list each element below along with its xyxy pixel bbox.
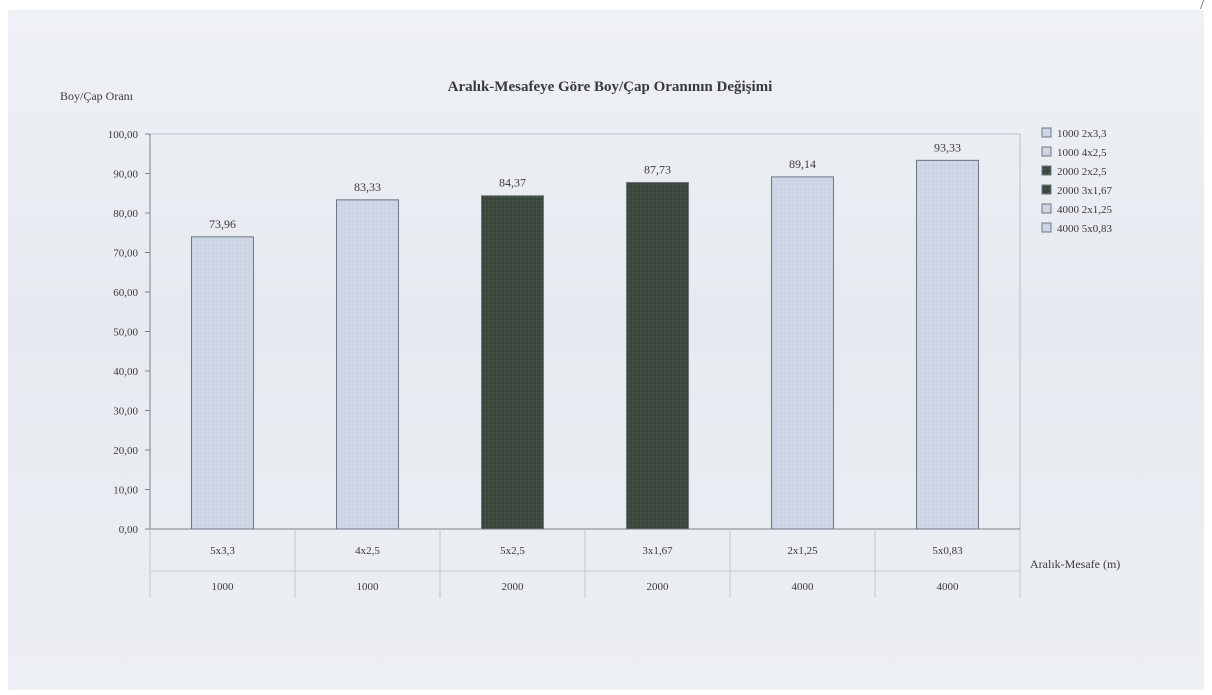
bar-value-label: 87,73 [644, 162, 671, 176]
bar-value-label: 84,37 [499, 176, 526, 190]
bar-value-label: 89,14 [789, 157, 816, 171]
legend-swatch [1041, 222, 1052, 233]
legend-item-label: 4000 2x1,25 [1057, 204, 1113, 216]
y-tick-label: 10,00 [113, 485, 138, 497]
corner-mark: / [1200, 0, 1204, 13]
y-tick-label: 80,00 [113, 208, 138, 220]
x-group-label: 2000 [502, 581, 525, 593]
x-tick-label: 5x3,3 [210, 545, 235, 557]
x-group-label: 4000 [937, 581, 960, 593]
x-group-label: 2000 [647, 581, 670, 593]
chart-title: Aralık-Mesafeye Göre Boy/Çap Oranının De… [448, 79, 773, 95]
bar [481, 195, 544, 530]
y-tick-label: 70,00 [113, 248, 138, 260]
x-group-label: 4000 [792, 581, 815, 593]
y-tick-label: 40,00 [113, 366, 138, 378]
x-tick-label: 5x2,5 [500, 545, 525, 557]
y-tick-label: 20,00 [113, 445, 138, 457]
legend-item-label: 1000 2x3,3 [1057, 128, 1107, 140]
legend-item-label: 1000 4x2,5 [1057, 147, 1107, 159]
x-tick-label: 2x1,25 [787, 545, 818, 557]
y-tick-label: 100,00 [108, 129, 139, 141]
y-tick-label: 90,00 [113, 169, 138, 181]
legend-item-label: 2000 3x1,67 [1057, 185, 1113, 197]
x-tick-label: 3x1,67 [642, 545, 673, 557]
bar [191, 236, 254, 530]
legend-item-label: 2000 2x2,5 [1057, 166, 1107, 178]
x-group-label: 1000 [357, 581, 380, 593]
x-axis-label: Aralık-Mesafe (m) [1030, 557, 1120, 571]
y-tick-label: 0,00 [119, 524, 139, 536]
x-group-label: 1000 [212, 581, 235, 593]
bar [626, 181, 689, 530]
y-tick-label: 60,00 [113, 287, 138, 299]
y-tick-label: 50,00 [113, 327, 138, 339]
bar [771, 176, 834, 530]
bar-value-label: 93,33 [934, 140, 961, 154]
legend-item-label: 4000 5x0,83 [1057, 223, 1113, 235]
x-tick-label: 4x2,5 [355, 545, 380, 557]
bar-value-label: 83,33 [354, 180, 381, 194]
x-tick-label: 5x0,83 [932, 545, 963, 557]
y-axis-label: Boy/Çap Oranı [60, 89, 134, 103]
bar [916, 159, 979, 530]
legend-swatch [1041, 184, 1052, 195]
plot-area [149, 133, 1021, 530]
legend-swatch [1041, 165, 1052, 176]
legend-swatch [1041, 203, 1052, 214]
bar-value-label: 73,96 [209, 217, 236, 231]
bar [336, 199, 399, 530]
legend-swatch [1041, 127, 1052, 138]
legend-swatch [1041, 146, 1052, 157]
y-tick-label: 30,00 [113, 406, 138, 418]
